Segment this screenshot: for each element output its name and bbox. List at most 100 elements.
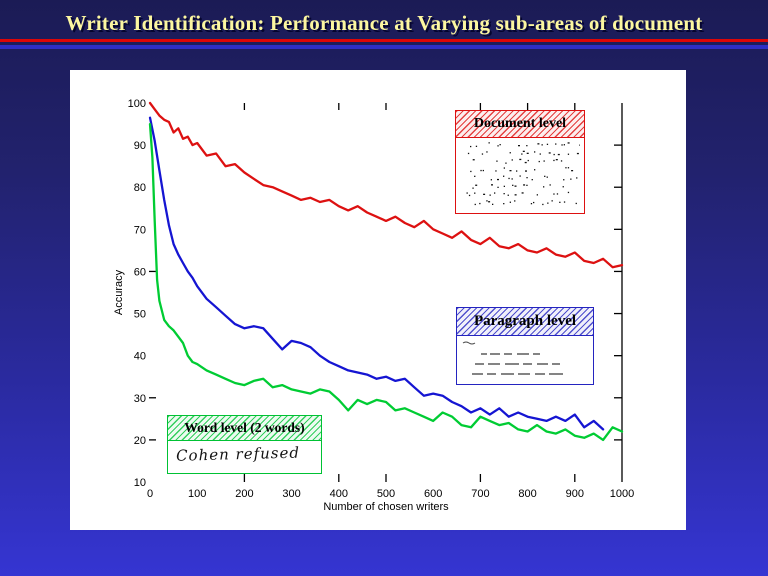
paragraph-scribble-lines [462,341,563,375]
speckle-dot [489,194,491,196]
speckle-dot [474,192,476,194]
y-tick-label: 20 [134,435,146,447]
paragraph-level-label: Paragraph level [457,308,593,336]
speckle-dot [488,201,491,203]
speckle-dot [526,152,529,154]
speckle-dot [497,145,499,147]
speckle-dot [467,152,470,155]
document-level-annotation-box: Document level [455,110,585,214]
speckle-dot [536,194,538,196]
speckle-dot [472,187,474,189]
speckle-dot [548,152,551,154]
speckle-dot [494,192,496,194]
x-tick-label: 400 [330,488,348,500]
speckle-dot [563,179,565,181]
speckle-dot [531,179,533,181]
speckle-dot [576,152,579,155]
speckle-dot [470,145,472,148]
speckle-dot [559,201,561,203]
speckle-dot [553,159,555,162]
speckle-dot [563,201,566,203]
speckle-dot [470,170,472,173]
document-text-speckles [466,142,582,206]
paragraph-sample-image [457,336,593,380]
speckle-dot [503,185,505,187]
speckle-dot [503,193,505,195]
speckle-dot [571,170,574,172]
speckle-dot [472,159,475,161]
y-tick-label: 50 [134,309,146,321]
speckle-dot [481,153,484,155]
speckle-dot [575,202,577,205]
speckle-dot [561,144,563,146]
speckle-dot [488,142,490,144]
speckle-dot [497,186,499,188]
speckle-dot [530,203,533,205]
speckle-dot [543,186,545,188]
speckle-dot [475,145,478,147]
x-tick-label: 200 [235,488,253,500]
speckle-dot [543,160,545,162]
speckle-dot [527,159,529,162]
speckle-dot [570,178,572,180]
speckle-dot [546,143,549,145]
speckle-dot [503,167,505,169]
y-tick-label: 70 [134,224,146,236]
speckle-dot [560,160,563,162]
speckle-dot [546,176,548,178]
speckle-dot [542,203,544,206]
series-line-document-level [148,101,624,269]
paragraph-level-annotation-box: Paragraph level [456,307,594,385]
page-title: Writer Identification: Performance at Va… [65,11,703,35]
y-tick-label: 40 [134,351,146,363]
speckle-dot [505,162,507,164]
speckle-dot [475,184,478,186]
x-tick-label: 500 [377,488,395,500]
accuracy-line-chart: 0 100 200 300 400 500 600 700 800 900 1000 10 20 30 40… [113,98,634,513]
speckle-dot [497,178,499,181]
speckle-dot [490,179,492,181]
speckle-dot [567,142,570,144]
handwriting-sample: Cohen refused [175,443,301,465]
document-level-label: Document level [456,111,584,138]
speckle-dot [521,192,524,194]
speckle-dot [514,185,517,187]
speckle-dot [519,158,522,161]
speckle-dot [509,201,511,203]
speckle-dot [538,160,540,163]
speckle-dot [553,193,555,195]
speckle-dot [565,167,567,169]
speckle-dot [496,160,498,162]
speckle-dot [534,151,536,153]
speckle-dot [482,169,484,172]
speckle-dot [474,203,476,206]
speckle-dot [511,178,513,180]
document-sample-image [456,138,584,208]
speckle-dot [509,170,512,172]
speckle-dot [537,143,540,145]
speckle-dot [503,175,505,177]
speckle-dot [547,202,549,204]
speckle-dot [495,170,497,172]
speckle-dot [466,192,468,194]
speckle-dot [533,201,535,204]
y-tick-label: 10 [134,477,146,489]
y-axis-label: Accuracy [113,269,125,315]
y-tick-label: 60 [134,266,146,278]
speckle-dot [563,144,565,146]
speckle-dot [512,184,514,186]
speckle-dot [503,203,505,205]
speckle-dot [491,184,493,186]
speckle-dot [492,203,494,205]
speckle-dot [511,159,513,161]
speckle-dot [525,170,527,172]
speckle-dot [507,194,509,196]
word-level-annotation-box: Word level (2 words) Cohen refused [167,415,322,474]
speckle-dot [539,153,541,155]
series-line-paragraph-level [148,116,605,431]
speckle-dot [524,161,527,164]
speckle-dot [514,200,516,202]
speckle-dot [553,153,555,156]
y-tick-label: 80 [134,182,146,194]
